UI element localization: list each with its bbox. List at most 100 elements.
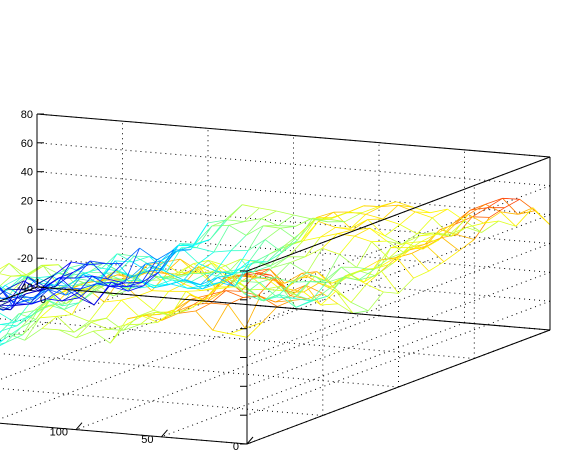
- mesh-segment: [175, 245, 194, 252]
- mesh-segment: [432, 217, 450, 235]
- mesh-segment: [158, 251, 177, 273]
- mesh-segment: [323, 254, 340, 282]
- mesh-segment: [265, 285, 281, 290]
- mesh-segment: [278, 294, 295, 299]
- mesh-segment: [153, 283, 171, 289]
- mesh-segment: [204, 271, 222, 287]
- mesh-segment: [200, 270, 217, 285]
- z-grid-line: [246, 300, 551, 416]
- mesh-segment: [33, 284, 51, 298]
- mesh-segment: [288, 284, 306, 293]
- mesh-segment: [6, 288, 22, 291]
- mesh-segment: [373, 257, 390, 271]
- mesh-segment: [447, 208, 465, 222]
- top-edge: [246, 156, 551, 272]
- mesh-segment: [209, 219, 228, 240]
- mesh-segment: [470, 207, 488, 211]
- mesh-segment: [141, 271, 159, 283]
- mesh-segment: [215, 250, 232, 272]
- mesh-segment: [130, 263, 146, 278]
- mesh-segment: [41, 264, 57, 274]
- mesh-segment: [0, 301, 9, 307]
- mesh-segment: [212, 304, 229, 331]
- mesh-segment: [284, 240, 302, 247]
- floor-edge: [246, 329, 551, 445]
- mesh-segment: [252, 268, 270, 278]
- mesh-segment: [181, 266, 200, 275]
- mesh-segment: [344, 212, 363, 223]
- mesh-segment: [300, 217, 317, 241]
- mesh-segment: [468, 203, 486, 215]
- mesh-segment: [164, 272, 183, 275]
- mesh-segment: [310, 295, 329, 302]
- mesh-segment: [206, 291, 223, 303]
- mesh-segment: [18, 310, 35, 315]
- mesh-segment: [401, 235, 420, 245]
- mesh-segment: [502, 197, 520, 200]
- mesh-segment: [141, 259, 158, 283]
- mesh-segment: [63, 287, 81, 290]
- mesh-segment: [160, 251, 177, 262]
- mesh-segment: [128, 285, 144, 292]
- mesh-segment: [472, 216, 490, 218]
- mesh-segment: [441, 237, 460, 252]
- mesh-segment: [243, 207, 260, 222]
- mesh-segment: [382, 204, 399, 220]
- mesh-segment: [395, 201, 414, 208]
- mesh-segment: [179, 258, 196, 274]
- mesh-segment: [189, 273, 207, 284]
- mesh-segment: [139, 285, 156, 289]
- mesh-segment: [245, 218, 262, 236]
- mesh-segment: [335, 227, 353, 231]
- mesh-segment: [113, 286, 129, 292]
- mesh-segment: [41, 328, 59, 331]
- mesh-segment: [517, 207, 534, 215]
- mesh-segment: [297, 219, 315, 241]
- mesh-segment: [191, 260, 209, 274]
- mesh-segment: [310, 218, 328, 223]
- mesh-segment: [274, 262, 291, 278]
- mesh-segment: [187, 285, 205, 289]
- mesh-segment: [166, 247, 182, 273]
- mesh-segment: [426, 245, 445, 262]
- mesh-segment: [329, 212, 347, 220]
- mesh-segment: [170, 309, 189, 316]
- mesh-segment: [124, 282, 142, 284]
- mesh-segment: [371, 240, 387, 243]
- mesh-segment: [37, 277, 55, 286]
- mesh-segment: [324, 266, 342, 282]
- mesh-segment: [398, 204, 414, 208]
- mesh-segment: [276, 296, 294, 299]
- mesh-segment: [335, 290, 354, 314]
- mesh-segment: [251, 261, 268, 264]
- mesh-segment: [105, 299, 122, 319]
- mesh-segment: [40, 277, 59, 291]
- mesh-segment: [145, 260, 161, 265]
- mesh-segment: [109, 318, 128, 344]
- mesh-segment: [166, 271, 184, 281]
- mesh-segment: [350, 284, 367, 303]
- mesh-segment: [303, 236, 321, 242]
- mesh-segment: [31, 304, 50, 316]
- mesh-segment: [217, 273, 233, 278]
- mesh-segment: [172, 279, 188, 289]
- mesh-segment: [204, 291, 223, 300]
- mesh-segment: [107, 263, 123, 280]
- mesh-segment: [91, 321, 109, 330]
- mesh-segment: [293, 214, 311, 220]
- mesh-segment: [72, 260, 91, 273]
- mesh-segment: [58, 329, 75, 333]
- mesh-segment: [259, 277, 276, 283]
- mesh-segment: [249, 239, 266, 261]
- mesh-segment: [158, 249, 175, 273]
- z-tick-label: -20: [17, 253, 33, 265]
- mesh-segment: [253, 265, 272, 272]
- mesh-segment: [121, 299, 139, 317]
- mesh-segment: [38, 285, 57, 292]
- mesh-segment: [140, 322, 158, 325]
- mesh-segment: [172, 294, 191, 313]
- mesh-segment: [299, 271, 318, 279]
- mesh-segment: [502, 198, 519, 215]
- mesh-segment: [75, 322, 92, 339]
